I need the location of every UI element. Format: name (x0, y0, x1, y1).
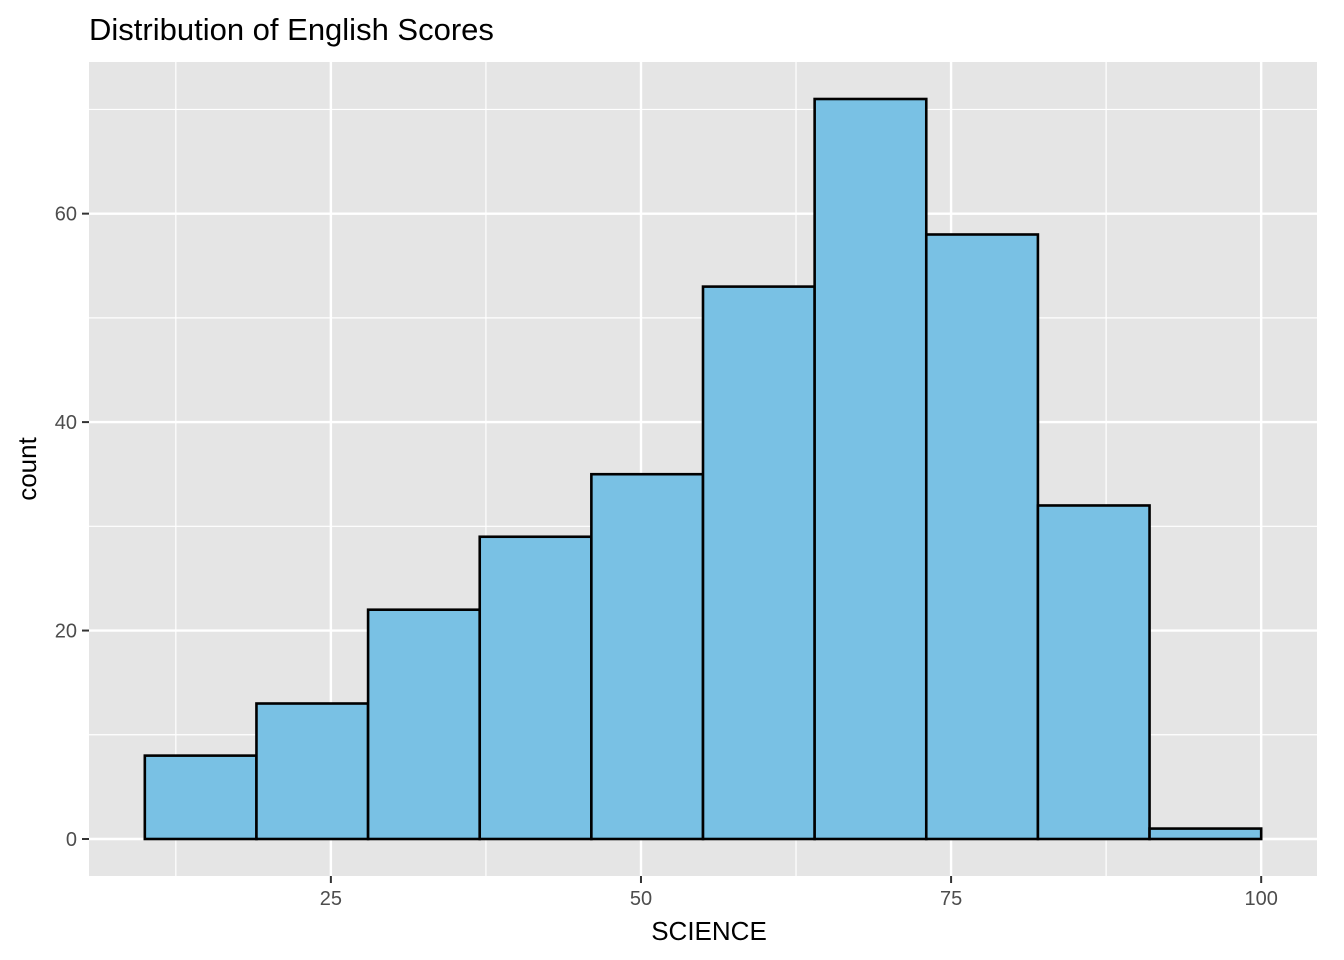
chart-title: Distribution of English Scores (89, 12, 494, 47)
histogram-bars (143, 97, 1263, 841)
x-tick-label: 25 (320, 888, 342, 910)
x-axis-title: SCIENCE (651, 916, 767, 946)
histogram-bar (590, 472, 705, 841)
x-tick-label: 75 (940, 888, 962, 910)
histogram-bar (701, 285, 816, 841)
histogram-bar (143, 754, 258, 841)
y-axis: 0 20 40 60 (55, 204, 89, 851)
histogram-bar (366, 608, 482, 841)
x-tick-label: 50 (630, 888, 652, 910)
y-tick-label: 20 (55, 621, 77, 643)
x-axis: 25 50 75 100 (320, 876, 1278, 910)
histogram-bar (924, 233, 1040, 841)
x-tick-label: 100 (1244, 888, 1277, 910)
histogram-bar (478, 535, 593, 841)
histogram-bar (813, 97, 928, 841)
y-axis-title: count (12, 436, 42, 500)
y-tick-label: 40 (55, 412, 77, 434)
histogram-bar (255, 702, 370, 841)
histogram-bar (1036, 504, 1151, 841)
y-tick-label: 60 (55, 204, 77, 226)
histogram-bar (1148, 827, 1263, 841)
y-tick-label: 0 (66, 829, 77, 851)
